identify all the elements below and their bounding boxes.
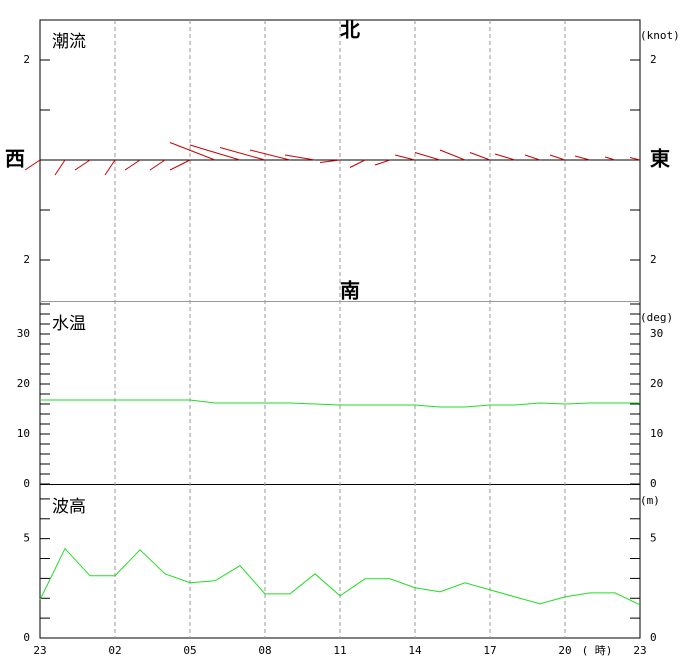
unit-label: (knot) — [640, 29, 680, 42]
y-tick-label: 20 — [17, 377, 30, 390]
y-tick-label: 30 — [17, 327, 30, 340]
x-tick-label: 02 — [108, 644, 121, 657]
y-tick-label: 0 — [23, 631, 30, 644]
x-tick-label: 17 — [483, 644, 496, 657]
y-tick-label: 2 — [23, 253, 30, 266]
current-vector — [189, 144, 241, 161]
compass-north: 北 — [340, 18, 360, 42]
x-axis-label: ( 時) — [582, 644, 613, 657]
y2-tick-label: 2 — [650, 253, 657, 266]
data-line — [39, 547, 641, 606]
x-tick-label: 14 — [408, 644, 422, 657]
data-line — [40, 399, 640, 408]
current-vector — [469, 152, 491, 161]
compass-south: 南 — [340, 279, 360, 303]
unit-label: (deg) — [640, 311, 673, 324]
compass-west: 西 — [5, 147, 25, 171]
current-vector — [439, 149, 466, 161]
y2-tick-label: 20 — [650, 377, 663, 390]
x-tick-label: 20 — [558, 644, 571, 657]
y-tick-label: 10 — [17, 427, 30, 440]
current-vector — [249, 149, 291, 161]
current-vector — [629, 157, 641, 161]
current-vector — [149, 159, 166, 171]
current-vector — [54, 159, 66, 176]
x-tick-label: 05 — [183, 644, 196, 657]
current-vector — [74, 159, 91, 171]
current-vector — [124, 159, 141, 171]
panel-title: 潮流 — [52, 32, 86, 52]
current-vector — [319, 159, 341, 163]
current-vector — [284, 154, 316, 161]
current-vector — [549, 154, 566, 161]
current-vector — [24, 159, 41, 171]
y2-tick-label: 30 — [650, 327, 663, 340]
y2-tick-label: 10 — [650, 427, 663, 440]
current-vector — [574, 155, 591, 161]
current-vector — [374, 159, 391, 166]
y2-tick-label: 2 — [650, 53, 657, 66]
current-vector — [219, 147, 266, 161]
y2-tick-label: 5 — [650, 532, 657, 545]
current-vector — [414, 152, 441, 161]
x-tick-label: 08 — [258, 644, 271, 657]
current-vector — [394, 154, 416, 161]
y-tick-label: 2 — [23, 53, 30, 66]
y2-tick-label: 0 — [650, 477, 657, 490]
y2-tick-label: 0 — [650, 631, 657, 644]
compass-east: 東 — [650, 147, 670, 171]
x-tick-label: 23 — [33, 644, 46, 657]
current-vector — [169, 159, 191, 171]
current-vector — [349, 159, 366, 168]
y-tick-label: 0 — [23, 477, 30, 490]
x-tick-label: 23 — [633, 644, 646, 657]
panel-title: 波高 — [52, 497, 86, 517]
unit-label: (m) — [640, 494, 660, 507]
current-vector — [524, 154, 541, 161]
current-vector — [604, 156, 616, 161]
current-vector — [104, 159, 116, 176]
y-tick-label: 5 — [23, 532, 30, 545]
x-tick-label: 11 — [333, 644, 346, 657]
current-vector — [494, 153, 516, 161]
panel-title: 水温 — [52, 314, 86, 334]
current-vector — [169, 142, 216, 161]
